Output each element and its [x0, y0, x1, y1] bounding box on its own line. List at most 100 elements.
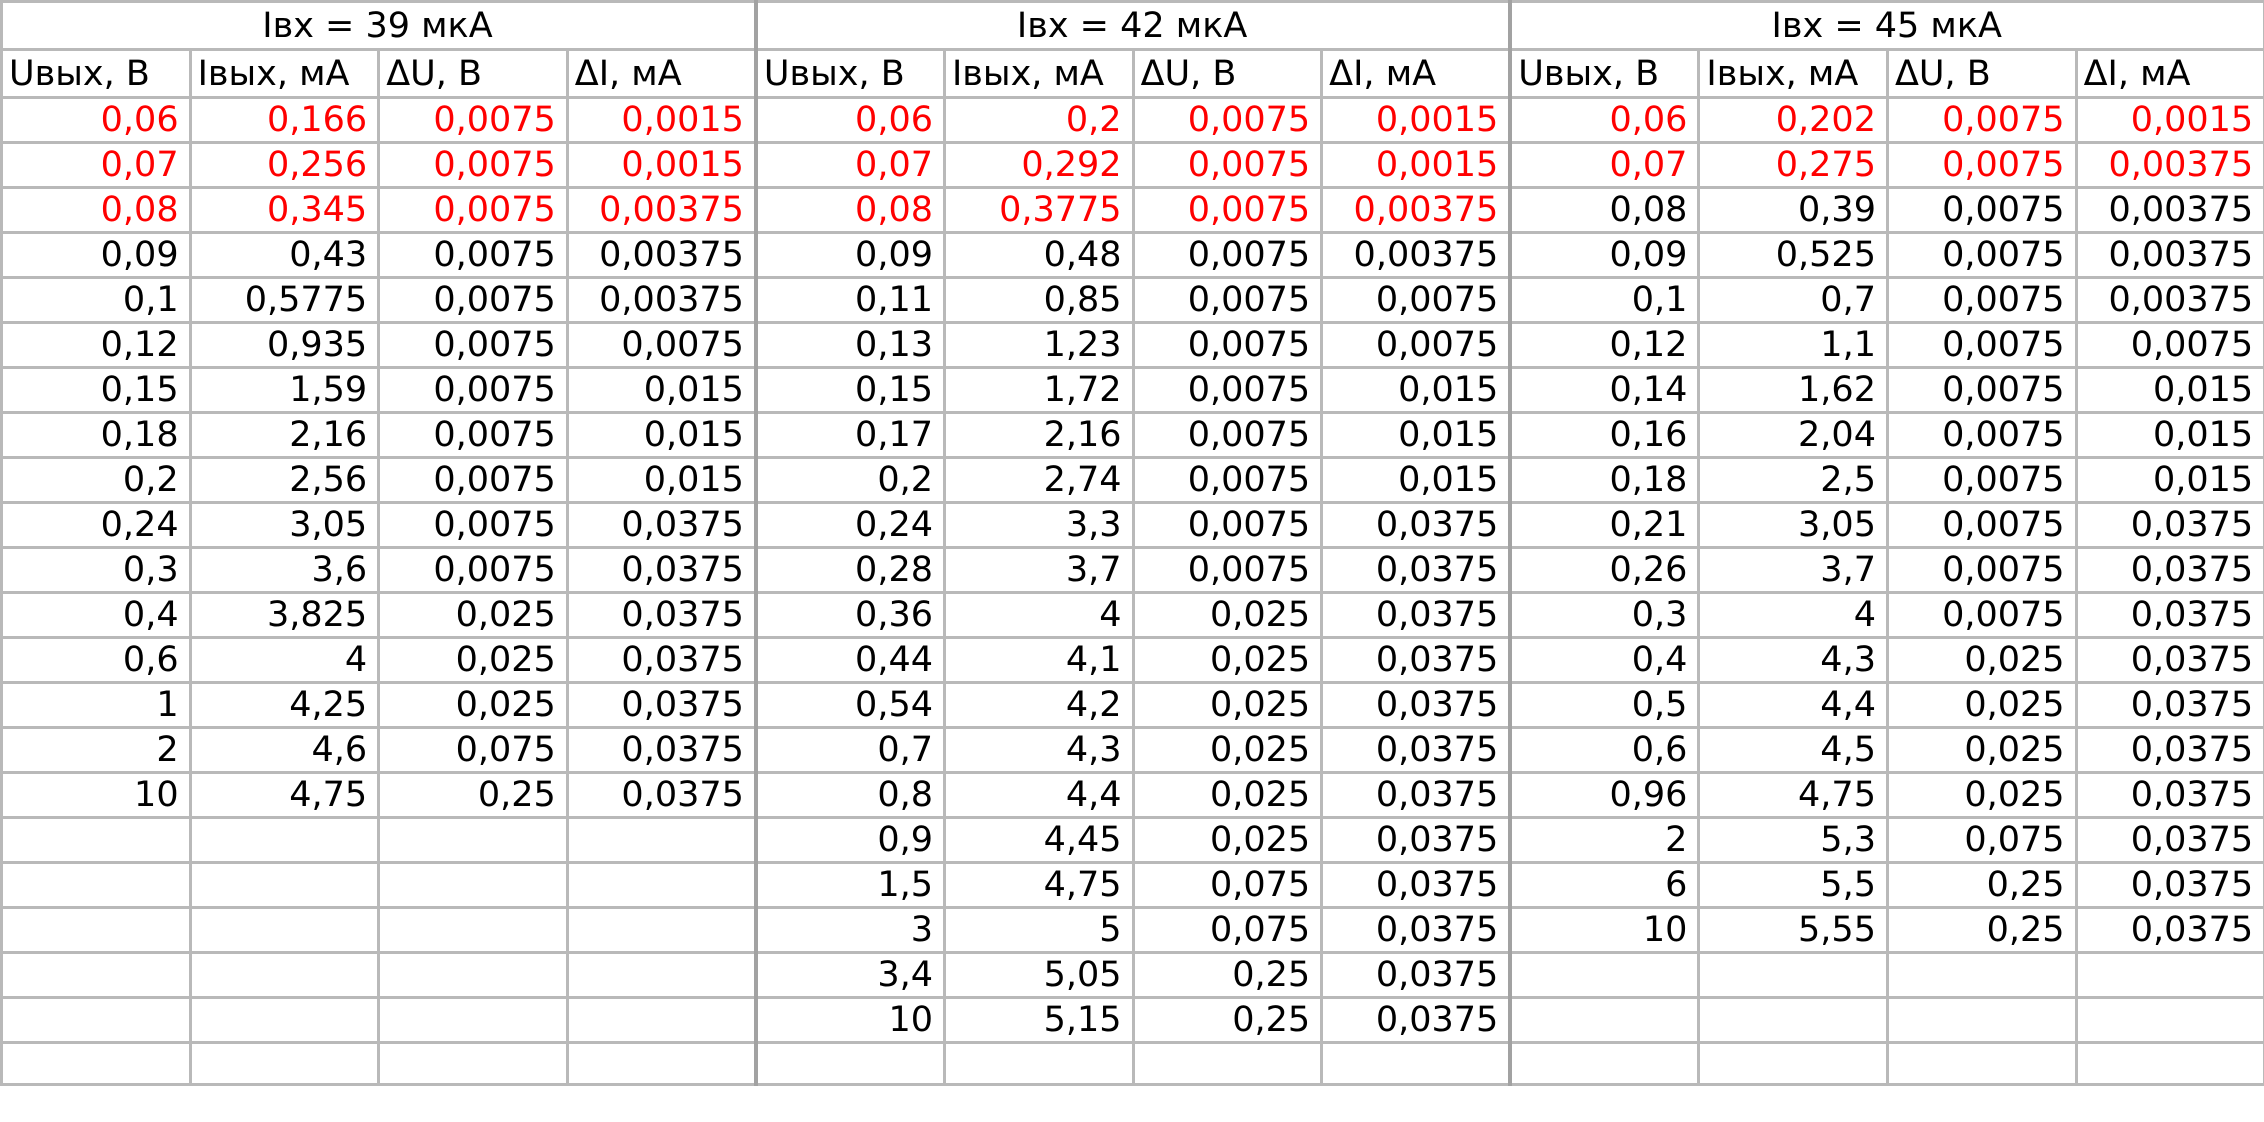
cell-delta-i[interactable]: 0,0375 [2074, 816, 2264, 864]
cell-i-out[interactable]: 4,4 [942, 771, 1135, 819]
cell-i-out[interactable]: 5,15 [942, 996, 1135, 1044]
cell-delta-i[interactable] [565, 861, 758, 909]
cell-delta-i[interactable]: 0,0375 [2074, 591, 2264, 639]
cell-u-out[interactable]: 0,54 [753, 681, 946, 729]
cell-i-out[interactable]: 4,1 [942, 636, 1135, 684]
cell-i-out[interactable] [188, 951, 381, 999]
cell-u-out[interactable]: 0,17 [753, 411, 946, 459]
cell-delta-i[interactable]: 0,0015 [1320, 96, 1512, 144]
cell-u-out[interactable]: 0,16 [1508, 411, 1701, 459]
cell-u-out[interactable]: 0,18 [1508, 456, 1701, 504]
cell-i-out[interactable]: 1,1 [1697, 321, 1889, 369]
cell-i-out[interactable]: 0,525 [1697, 231, 1889, 279]
cell-i-out[interactable]: 2,56 [188, 456, 381, 504]
cell-u-out[interactable]: 0,12 [1508, 321, 1701, 369]
cell-delta-u[interactable]: 0,0075 [1131, 456, 1324, 504]
cell-u-out[interactable]: 0,18 [0, 411, 192, 459]
cell-delta-u[interactable]: 0,075 [377, 726, 569, 774]
cell-delta-u[interactable]: 0,0075 [377, 546, 569, 594]
cell-delta-i[interactable]: 0,00375 [2074, 186, 2264, 234]
cell-u-out[interactable]: 0,44 [753, 636, 946, 684]
cell-delta-i[interactable]: 0,015 [1320, 456, 1512, 504]
cell-u-out[interactable]: 0,07 [0, 141, 192, 189]
cell-i-out[interactable]: 0,292 [942, 141, 1135, 189]
cell-i-out[interactable]: 4 [188, 636, 381, 684]
cell-i-out[interactable]: 3,6 [188, 546, 381, 594]
cell-u-out[interactable]: 0,08 [1508, 186, 1701, 234]
cell-delta-u[interactable]: 0,025 [1131, 681, 1324, 729]
column-header-u-out[interactable]: Uвых, В [753, 48, 946, 99]
cell-i-out[interactable]: 4,4 [1697, 681, 1889, 729]
cell-i-out[interactable]: 3,7 [942, 546, 1135, 594]
cell-delta-i[interactable]: 0,0375 [1320, 951, 1512, 999]
cell-delta-u[interactable]: 0,0075 [1885, 546, 2078, 594]
cell-delta-u[interactable]: 0,0075 [1885, 366, 2078, 414]
cell-i-out[interactable] [942, 1041, 1135, 1086]
column-header-i-out[interactable]: Iвых, мА [188, 48, 381, 99]
cell-i-out[interactable]: 1,23 [942, 321, 1135, 369]
cell-delta-u[interactable]: 0,025 [377, 636, 569, 684]
cell-u-out[interactable] [753, 1041, 946, 1086]
cell-i-out[interactable]: 0,7 [1697, 276, 1889, 324]
cell-delta-u[interactable]: 0,025 [377, 681, 569, 729]
cell-delta-u[interactable] [377, 861, 569, 909]
cell-u-out[interactable]: 0,09 [1508, 231, 1701, 279]
cell-delta-u[interactable]: 0,0075 [1885, 96, 2078, 144]
cell-delta-i[interactable]: 0,00375 [2074, 231, 2264, 279]
cell-u-out[interactable] [0, 1041, 192, 1086]
cell-delta-i[interactable]: 0,0375 [2074, 546, 2264, 594]
cell-delta-u[interactable] [377, 816, 569, 864]
cell-u-out[interactable]: 0,09 [753, 231, 946, 279]
cell-delta-i[interactable] [565, 816, 758, 864]
cell-u-out[interactable]: 0,11 [753, 276, 946, 324]
cell-delta-i[interactable]: 0,0375 [2074, 636, 2264, 684]
cell-delta-u[interactable]: 0,25 [1131, 996, 1324, 1044]
cell-delta-i[interactable]: 0,0375 [2074, 861, 2264, 909]
cell-u-out[interactable] [0, 861, 192, 909]
cell-u-out[interactable]: 0,07 [753, 141, 946, 189]
cell-i-out[interactable]: 5,55 [1697, 906, 1889, 954]
cell-u-out[interactable]: 0,15 [0, 366, 192, 414]
cell-delta-u[interactable]: 0,0075 [377, 366, 569, 414]
cell-i-out[interactable]: 5,3 [1697, 816, 1889, 864]
cell-u-out[interactable]: 1,5 [753, 861, 946, 909]
cell-delta-i[interactable]: 0,00375 [565, 276, 758, 324]
cell-i-out[interactable]: 5 [942, 906, 1135, 954]
cell-u-out[interactable] [1508, 1041, 1701, 1086]
column-header-delta-i[interactable]: ΔI, мА [565, 48, 758, 99]
cell-delta-i[interactable] [2074, 996, 2264, 1044]
cell-u-out[interactable]: 2 [0, 726, 192, 774]
cell-i-out[interactable]: 1,72 [942, 366, 1135, 414]
cell-delta-i[interactable]: 0,00375 [565, 231, 758, 279]
group-header-42[interactable]: Iвх = 42 мкА [753, 0, 1512, 51]
cell-u-out[interactable]: 0,24 [753, 501, 946, 549]
cell-u-out[interactable]: 0,9 [753, 816, 946, 864]
cell-i-out[interactable] [188, 861, 381, 909]
cell-i-out[interactable] [1697, 1041, 1889, 1086]
cell-u-out[interactable]: 0,06 [0, 96, 192, 144]
column-header-i-out[interactable]: Iвых, мА [1697, 48, 1889, 99]
cell-delta-u[interactable]: 0,0075 [377, 141, 569, 189]
cell-u-out[interactable]: 6 [1508, 861, 1701, 909]
cell-u-out[interactable]: 10 [0, 771, 192, 819]
cell-delta-u[interactable]: 0,0075 [1131, 141, 1324, 189]
cell-delta-i[interactable]: 0,0075 [2074, 321, 2264, 369]
cell-delta-i[interactable]: 0,0015 [565, 141, 758, 189]
cell-delta-u[interactable]: 0,025 [1885, 681, 2078, 729]
column-header-delta-i[interactable]: ΔI, мА [1320, 48, 1512, 99]
cell-delta-u[interactable]: 0,0075 [1885, 231, 2078, 279]
cell-delta-u[interactable]: 0,0075 [1885, 276, 2078, 324]
cell-delta-i[interactable]: 0,0375 [565, 591, 758, 639]
group-header-45[interactable]: Iвх = 45 мкА [1508, 0, 2264, 51]
cell-i-out[interactable]: 0,202 [1697, 96, 1889, 144]
cell-i-out[interactable]: 0,935 [188, 321, 381, 369]
cell-delta-i[interactable]: 0,015 [2074, 366, 2264, 414]
cell-i-out[interactable]: 0,3775 [942, 186, 1135, 234]
cell-i-out[interactable] [1697, 996, 1889, 1044]
cell-i-out[interactable]: 0,256 [188, 141, 381, 189]
cell-delta-i[interactable]: 0,015 [1320, 366, 1512, 414]
cell-u-out[interactable]: 0,15 [753, 366, 946, 414]
cell-delta-i[interactable]: 0,00375 [2074, 276, 2264, 324]
cell-delta-i[interactable]: 0,0375 [2074, 771, 2264, 819]
cell-delta-u[interactable]: 0,0075 [1131, 96, 1324, 144]
